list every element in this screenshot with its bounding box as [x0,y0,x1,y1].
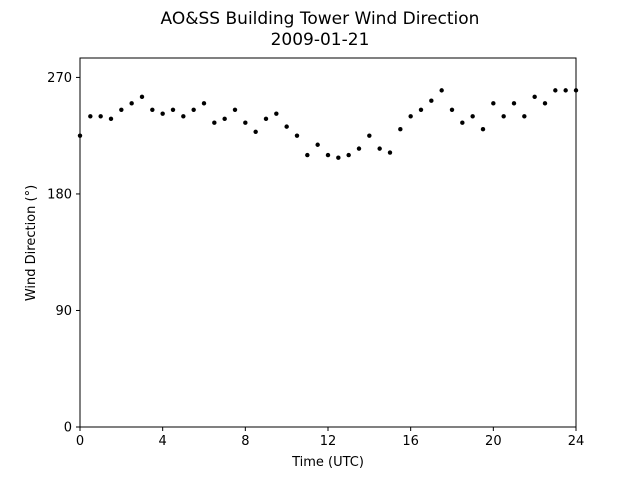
data-point [243,120,248,125]
x-tick-label: 4 [159,434,167,449]
y-tick-label: 0 [64,421,72,436]
data-point [160,111,165,116]
x-tick-label: 12 [320,434,337,449]
data-point [212,120,217,125]
data-point [367,133,372,138]
x-tick-label: 20 [485,434,502,449]
data-point [263,116,269,122]
data-point [522,114,527,119]
data-point [346,152,351,158]
data-point [150,107,155,112]
data-point [222,116,227,122]
data-point [170,107,176,112]
data-point [387,150,393,155]
data-point [439,88,444,93]
x-tick-label: 24 [568,434,585,449]
data-point [356,146,362,151]
data-point [470,114,475,119]
data-point [284,124,289,129]
data-point [377,146,382,151]
data-point [408,114,413,119]
data-point [336,155,341,160]
data-points [77,88,579,160]
data-point [129,101,134,106]
data-point [480,127,486,132]
y-tick-label: 270 [47,71,72,86]
y-axis-label: Wind Direction (°) [24,185,39,301]
data-point [88,114,93,119]
x-tick-label: 0 [76,434,84,449]
data-point [181,114,186,119]
data-point [501,114,506,119]
y-tick-label: 90 [55,304,72,319]
data-point [553,88,558,93]
chart-title: AO&SS Building Tower Wind Direction [161,9,480,29]
data-point [315,142,320,147]
data-point [253,129,258,134]
data-point [201,101,207,106]
data-point [491,101,496,106]
x-axis-label: Time (UTC) [291,455,364,470]
y-tick-label: 180 [47,187,72,202]
data-point [418,107,424,112]
data-point [274,111,279,116]
data-point [429,98,434,103]
data-point [232,107,238,112]
data-point [563,88,568,93]
axis-ticks: 0 4 8 12 16 20 24 0 90 180 270 [47,71,584,449]
x-tick-label: 8 [241,434,249,449]
data-point [532,94,537,100]
data-point [460,120,465,125]
data-point [139,94,145,100]
data-point [119,107,124,112]
plot-frame [79,57,577,428]
data-point [305,152,310,158]
data-point [294,133,300,138]
data-point [449,107,455,112]
data-point [98,114,103,119]
data-point [108,116,114,122]
chart-subtitle: 2009-01-21 [271,30,370,50]
data-point [191,107,196,112]
data-point [511,101,517,106]
data-point [542,101,548,106]
data-point [398,127,403,132]
data-point [325,152,331,158]
x-tick-label: 16 [402,434,419,449]
